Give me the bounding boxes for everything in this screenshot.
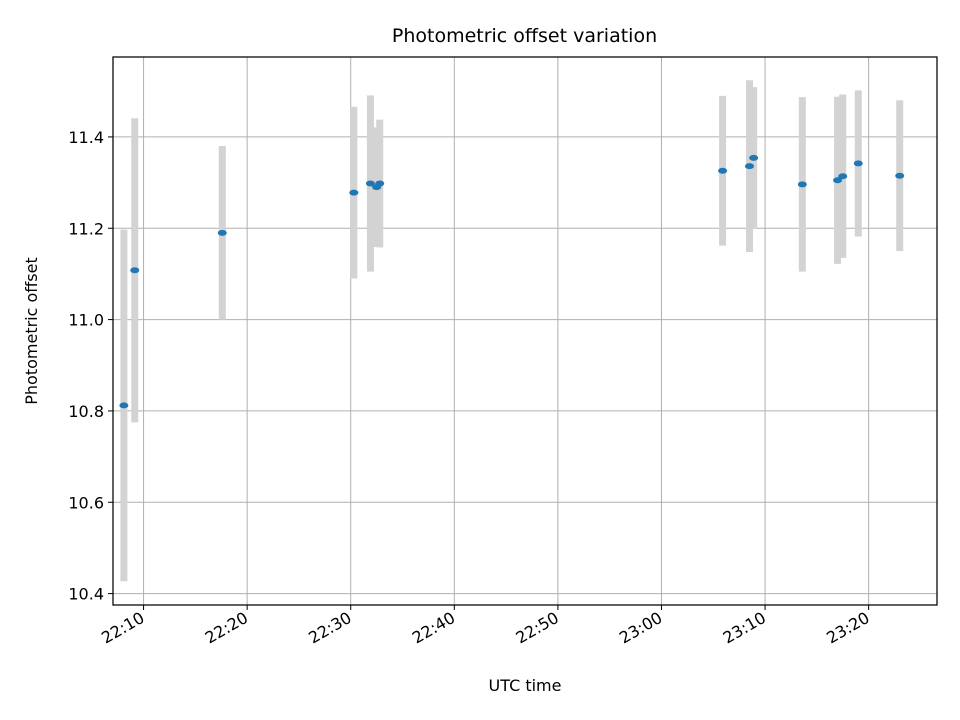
data-point (119, 402, 129, 409)
y-tick-label: 10.6 (68, 493, 104, 512)
x-axis-label: UTC time (489, 676, 562, 695)
y-tick-label: 11.4 (68, 128, 104, 147)
data-point (375, 180, 385, 187)
data-points (119, 154, 905, 409)
y-axis-ticks: 10.4 10.6 10.8 11.0 11.2 11.4 (68, 128, 113, 604)
data-point (349, 189, 359, 196)
data-point (797, 181, 807, 188)
data-point (749, 154, 759, 161)
data-point (833, 177, 843, 184)
y-tick-label: 10.4 (68, 585, 104, 604)
data-point (895, 172, 905, 179)
chart-title: Photometric offset variation (392, 25, 657, 47)
y-tick-label: 11.0 (68, 311, 104, 330)
data-point (130, 267, 140, 274)
data-point (365, 180, 375, 187)
data-point (838, 173, 848, 180)
plot-frame (112, 56, 938, 606)
data-point (853, 160, 863, 167)
y-axis-label: Photometric offset (22, 257, 41, 405)
y-tick-label: 10.8 (68, 402, 104, 421)
data-point (745, 163, 755, 170)
data-point (217, 229, 227, 236)
data-point (718, 167, 728, 174)
y-tick-label: 11.2 (68, 219, 104, 238)
